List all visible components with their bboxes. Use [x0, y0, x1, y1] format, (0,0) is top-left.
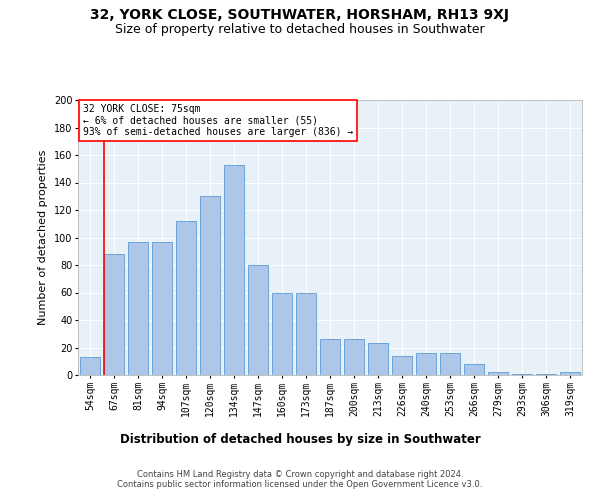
Bar: [272, 292, 292, 375]
Bar: [344, 339, 364, 375]
Bar: [464, 364, 484, 375]
Bar: [536, 374, 556, 375]
Text: Size of property relative to detached houses in Southwater: Size of property relative to detached ho…: [115, 22, 485, 36]
Bar: [80, 357, 100, 375]
Bar: [416, 353, 436, 375]
Y-axis label: Number of detached properties: Number of detached properties: [38, 150, 49, 325]
Bar: [512, 374, 532, 375]
Bar: [128, 242, 148, 375]
Bar: [560, 372, 580, 375]
Text: 32 YORK CLOSE: 75sqm
← 6% of detached houses are smaller (55)
93% of semi-detach: 32 YORK CLOSE: 75sqm ← 6% of detached ho…: [83, 104, 353, 138]
Bar: [440, 353, 460, 375]
Bar: [488, 372, 508, 375]
Bar: [248, 265, 268, 375]
Text: Distribution of detached houses by size in Southwater: Distribution of detached houses by size …: [119, 432, 481, 446]
Text: Contains HM Land Registry data © Crown copyright and database right 2024.
Contai: Contains HM Land Registry data © Crown c…: [118, 470, 482, 490]
Bar: [368, 344, 388, 375]
Bar: [200, 196, 220, 375]
Bar: [152, 242, 172, 375]
Bar: [104, 254, 124, 375]
Bar: [296, 292, 316, 375]
Bar: [224, 164, 244, 375]
Bar: [320, 339, 340, 375]
Bar: [176, 221, 196, 375]
Bar: [392, 356, 412, 375]
Text: 32, YORK CLOSE, SOUTHWATER, HORSHAM, RH13 9XJ: 32, YORK CLOSE, SOUTHWATER, HORSHAM, RH1…: [91, 8, 509, 22]
